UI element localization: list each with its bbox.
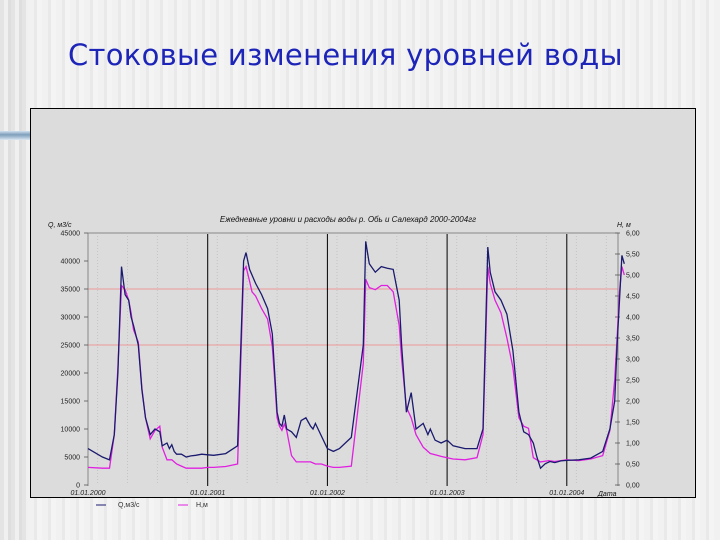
x-tick-label: 01.01.2004: [549, 490, 584, 497]
left-tick-label: 40000: [61, 259, 81, 266]
right-tick-label: 2,00: [626, 399, 640, 406]
reference-lines: [88, 288, 618, 346]
slide-decoration-stripe: [0, 0, 28, 540]
x-dotted-gridlines: [97, 236, 607, 484]
right-tick-label: 1,00: [626, 441, 640, 448]
chart-frame: [30, 108, 696, 498]
right-tick-label: 6,00: [626, 231, 640, 238]
right-axis-ticks: 0,00 0,50 1,00 1,50 2,00 2,50 3,00 3,50 4,00 4,50…: [615, 231, 640, 490]
right-tick-label: 3,50: [626, 336, 640, 343]
left-tick-label: 0: [76, 483, 80, 490]
x-tick-label: 01.01.2001: [190, 490, 225, 497]
right-tick-label: 4,50: [626, 294, 640, 301]
series-h-line: [87, 264, 625, 469]
x-axis-ticks: 01.01.2000 01.01.2001 01.01.2002 01.01.2003…: [70, 490, 584, 497]
left-tick-label: 5000: [64, 455, 80, 462]
left-tick-label: 10000: [61, 427, 81, 434]
right-tick-label: 0,50: [626, 462, 640, 469]
right-tick-label: 4,00: [626, 315, 640, 322]
legend-h-label: H,м: [196, 502, 208, 509]
left-tick-label: 30000: [61, 315, 81, 322]
series-q-line: [87, 241, 625, 470]
right-axis-label: H, м: [617, 222, 631, 229]
right-tick-label: 0,00: [626, 483, 640, 490]
x-axis-label: Дата: [597, 491, 617, 498]
left-tick-label: 45000: [61, 231, 81, 238]
legend-q-label: Q,м3/с: [118, 502, 140, 509]
left-tick-label: 20000: [61, 371, 81, 378]
chart-title: Ежедневные уровни и расходы воды р. Обь …: [220, 215, 476, 224]
left-tick-label: 35000: [61, 287, 81, 294]
right-tick-label: 2,50: [626, 378, 640, 385]
right-tick-label: 1,50: [626, 420, 640, 427]
left-axis-ticks: 0 5000 10000 15000 20000 25000 30000 35000 40000…: [61, 231, 88, 490]
right-tick-label: 5,50: [626, 252, 640, 259]
slide-accent-bar: [0, 131, 30, 140]
slide-title: Стоковые изменения уровней воды: [68, 38, 623, 72]
left-tick-label: 25000: [61, 343, 81, 350]
left-tick-label: 15000: [61, 399, 81, 406]
x-tick-label: 01.01.2003: [430, 490, 465, 497]
right-tick-label: 3,00: [626, 357, 640, 364]
x-tick-label: 01.01.2000: [70, 490, 105, 497]
right-tick-label: 5,00: [626, 273, 640, 280]
left-axis-label: Q, м3/с: [48, 222, 72, 229]
x-tick-label: 01.01.2002: [310, 490, 345, 497]
year-separator-lines: [207, 234, 568, 486]
chart-legend: Q,м3/с H,м: [96, 502, 208, 509]
